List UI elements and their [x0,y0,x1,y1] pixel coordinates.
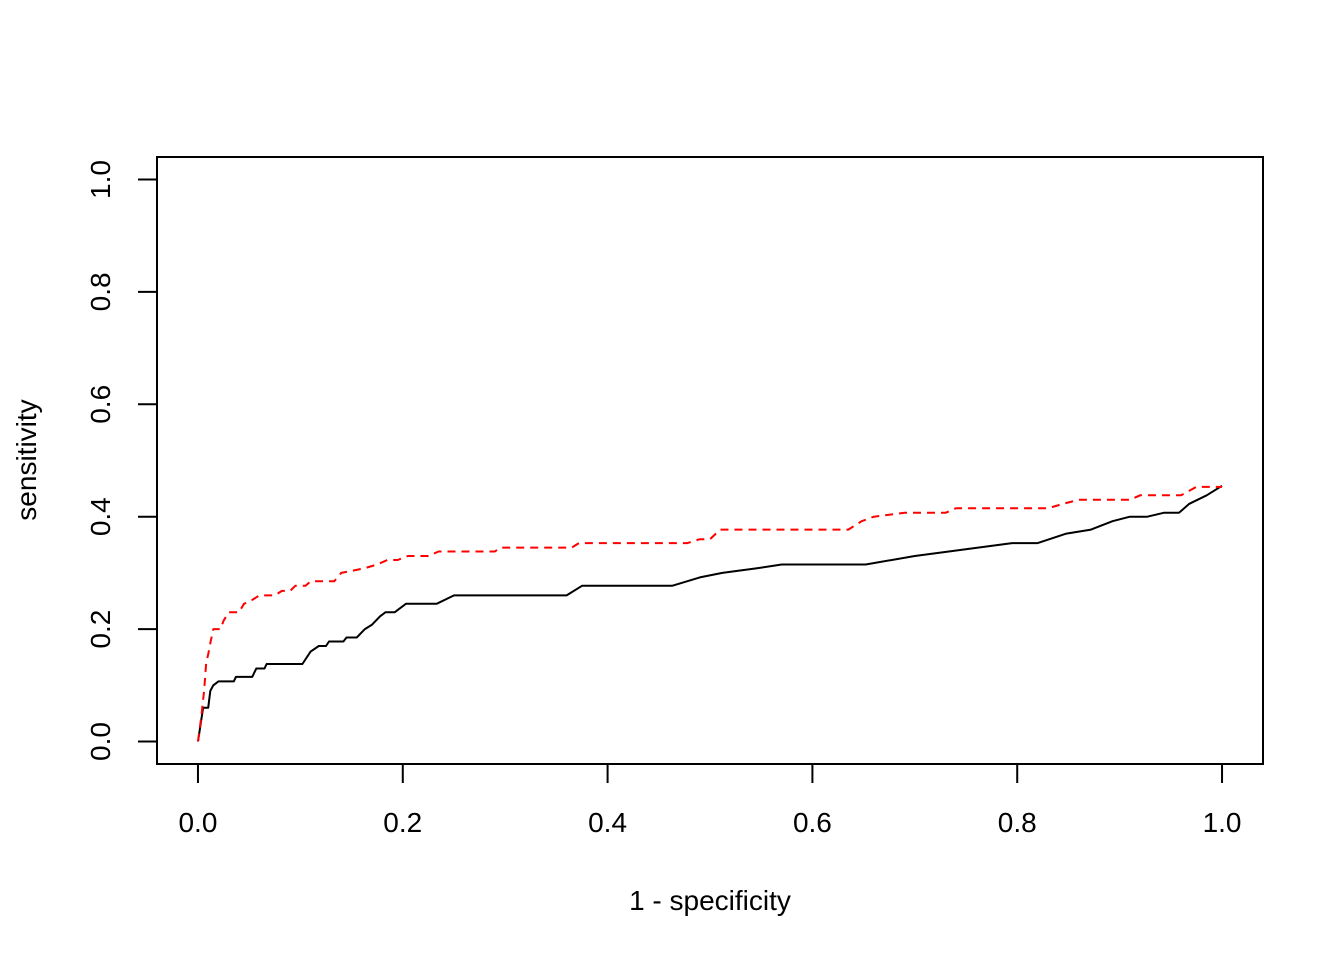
y-tick-label: 1.0 [85,160,116,199]
y-axis: 0.0 0.2 0.4 0.6 0.8 1.0 [85,160,158,761]
y-tick-label: 0.0 [85,722,116,761]
x-tick-label: 0.2 [383,807,422,838]
y-tick-label: 0.8 [85,272,116,311]
y-tick-label: 0.2 [85,610,116,649]
x-tick-label: 0.4 [588,807,627,838]
x-axis-label: 1 - specificity [629,885,791,916]
x-tick-label: 0.6 [793,807,832,838]
series-line-solid [197,484,1223,742]
y-tick-label: 0.6 [85,385,116,424]
series-line-dashed [197,485,1222,742]
x-tick-label: 0.0 [178,807,217,838]
y-axis-label: sensitivity [11,399,42,520]
plot-frame [156,156,1264,765]
y-tick-label: 0.4 [85,497,116,536]
series-layer [197,484,1223,742]
x-tick-label: 0.8 [998,807,1037,838]
x-tick-label: 1.0 [1203,807,1242,838]
x-axis: 0.0 0.2 0.4 0.6 0.8 1.0 [178,763,1242,838]
